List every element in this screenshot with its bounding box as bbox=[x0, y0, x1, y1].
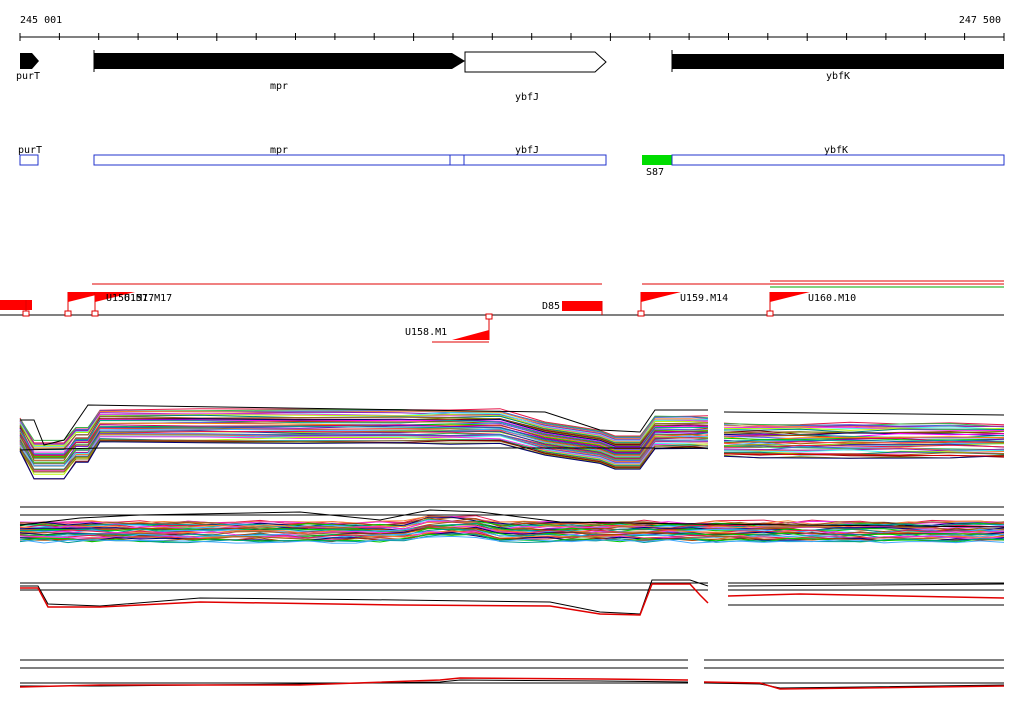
expression-track bbox=[723, 452, 1005, 456]
expression-track bbox=[19, 524, 1005, 535]
expression-track-secondary bbox=[19, 677, 689, 688]
transcript-box-mpr[interactable] bbox=[93, 154, 451, 166]
expression-track bbox=[19, 529, 1005, 539]
expression-track bbox=[19, 532, 1005, 543]
expression-track-primary bbox=[20, 679, 689, 687]
promoter-label-u158: U158.M1 bbox=[405, 327, 447, 338]
coordinate-ruler: 245 001 247 500 bbox=[19, 15, 1005, 41]
expression-track bbox=[19, 535, 1005, 544]
expression-track-secondary bbox=[703, 681, 1005, 690]
gene-arrow-mpr[interactable] bbox=[94, 53, 465, 69]
expression-track bbox=[19, 423, 709, 458]
transcript-label-mpr: mpr bbox=[270, 145, 288, 156]
expression-track bbox=[19, 427, 709, 459]
transcript-box-overlap[interactable] bbox=[449, 154, 465, 166]
expression-track-primary bbox=[727, 583, 1005, 587]
expression-track bbox=[19, 411, 709, 445]
ruler-start-label: 245 001 bbox=[20, 15, 62, 26]
ruler-end-label: 247 500 bbox=[959, 15, 1001, 26]
promoter-u159[interactable] bbox=[637, 292, 681, 317]
transcript-track: purT mpr ybfJ S87 ybfK bbox=[18, 145, 1005, 178]
transcript-label-ybfk: ybfK bbox=[824, 145, 848, 156]
expression-reference-track bbox=[19, 509, 1005, 528]
expression-track bbox=[19, 435, 709, 467]
expression-track-primary bbox=[703, 682, 1005, 689]
promoter-label-u157: U157.M17 bbox=[124, 293, 172, 304]
expression-track-secondary bbox=[20, 583, 709, 616]
expression-track bbox=[19, 432, 709, 463]
gene-arrow-purt[interactable] bbox=[20, 53, 39, 69]
expression-track bbox=[723, 432, 1005, 437]
gene-label-ybfk: ybfK bbox=[826, 71, 850, 82]
expression-track bbox=[723, 445, 1005, 451]
transcript-label-purt: purT bbox=[18, 145, 42, 156]
promoter-label-u156: U156.M17 bbox=[106, 293, 154, 304]
expression-track bbox=[723, 441, 1005, 445]
promoter-u160[interactable] bbox=[766, 292, 810, 317]
promoter-label-u160: U160.M10 bbox=[808, 293, 856, 304]
expression-track-primary bbox=[20, 579, 709, 615]
expression-track bbox=[723, 443, 1005, 449]
gene-label-ybfj: ybfJ bbox=[515, 92, 539, 103]
gene-arrow-ybfk[interactable] bbox=[672, 54, 1004, 69]
expression-track-secondary bbox=[727, 593, 1005, 599]
highlight-feature-label: S87 bbox=[646, 167, 664, 178]
expression-track bbox=[723, 426, 1005, 431]
ruler-ticks bbox=[19, 33, 1005, 41]
expression-track bbox=[19, 528, 1005, 539]
transcript-box-ybfk[interactable] bbox=[671, 154, 1005, 166]
promoter-label-u159: U159.M14 bbox=[680, 293, 728, 304]
d85-block[interactable] bbox=[562, 301, 602, 311]
expression-track bbox=[19, 533, 1005, 544]
expression-reference-track bbox=[723, 411, 1005, 416]
expression-track bbox=[19, 517, 1005, 527]
promoter-track: U156.M17 U157.M17 U158.M1 D85 U159.M14 U… bbox=[0, 280, 1004, 343]
transcript-box-purt[interactable] bbox=[19, 154, 39, 166]
expression-track bbox=[723, 455, 1005, 459]
expression-track bbox=[19, 515, 1005, 526]
expression-reference-track bbox=[20, 404, 708, 446]
highlight-feature-s87[interactable] bbox=[642, 155, 672, 165]
expression-track bbox=[723, 439, 1005, 442]
expression-panel-3 bbox=[20, 579, 1005, 616]
gene-label-mpr: mpr bbox=[270, 81, 288, 92]
expression-track bbox=[19, 441, 709, 480]
promoter-u157[interactable] bbox=[91, 292, 135, 317]
expression-panel-1 bbox=[19, 404, 1005, 480]
expression-track bbox=[19, 439, 709, 471]
expression-reference-track bbox=[723, 453, 1005, 457]
promoter-u158[interactable] bbox=[432, 313, 493, 343]
promoter-label-d85: D85 bbox=[542, 301, 560, 312]
expression-panel-2 bbox=[19, 506, 1005, 544]
expression-panel-4 bbox=[19, 659, 1005, 690]
expression-track bbox=[19, 521, 1005, 529]
gene-arrow-ybfj[interactable] bbox=[464, 51, 607, 73]
expression-track bbox=[19, 436, 709, 472]
gene-track: purT mpr ybfJ ybfK bbox=[16, 50, 1004, 103]
expression-track bbox=[19, 523, 1005, 534]
expression-track bbox=[19, 414, 709, 446]
transcript-box-ybfj[interactable] bbox=[463, 154, 607, 166]
d84-block[interactable] bbox=[0, 300, 32, 310]
expression-track bbox=[723, 421, 1005, 426]
expression-track bbox=[19, 420, 709, 461]
expression-track bbox=[19, 415, 709, 450]
expression-reference-track bbox=[19, 447, 708, 451]
transcript-label-ybfj: ybfJ bbox=[515, 145, 539, 156]
expression-track bbox=[19, 436, 709, 475]
promoter-site-mark bbox=[22, 310, 30, 317]
gene-label-purt: purT bbox=[16, 71, 40, 82]
expression-track bbox=[19, 522, 1005, 533]
expression-track bbox=[19, 527, 1005, 535]
